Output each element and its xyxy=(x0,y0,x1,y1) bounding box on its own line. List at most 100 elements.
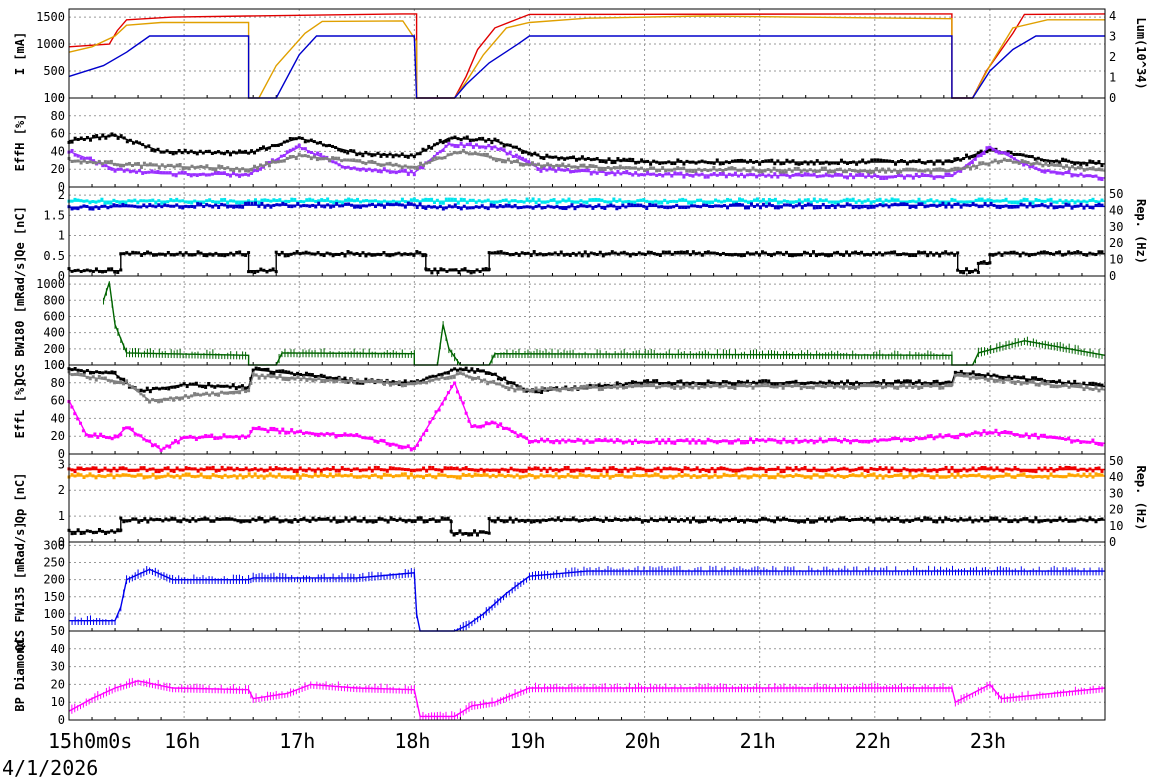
data-point xyxy=(537,162,541,166)
data-point xyxy=(602,466,606,470)
data-point xyxy=(391,155,395,159)
data-point xyxy=(944,250,948,254)
data-point xyxy=(231,435,235,439)
data-point xyxy=(182,517,186,521)
data-point xyxy=(437,519,441,523)
data-point xyxy=(732,200,736,204)
data-point xyxy=(254,373,258,377)
data-point xyxy=(424,197,428,201)
data-point xyxy=(567,438,571,442)
data-point xyxy=(992,468,996,472)
data-point xyxy=(433,267,437,271)
data-point xyxy=(640,440,644,444)
data-point xyxy=(830,519,834,523)
data-point xyxy=(745,384,749,388)
data-point xyxy=(400,203,404,207)
data-point xyxy=(1030,155,1034,159)
data-point xyxy=(104,532,108,536)
data-point xyxy=(270,159,274,163)
data-point xyxy=(241,201,245,205)
data-point xyxy=(701,467,705,471)
data-point xyxy=(501,384,505,388)
data-point xyxy=(700,441,704,445)
data-point xyxy=(249,430,253,434)
data-point xyxy=(899,384,903,388)
data-point xyxy=(1100,178,1104,182)
data-point xyxy=(806,440,810,444)
data-point xyxy=(914,168,918,172)
data-point xyxy=(297,152,301,156)
data-point xyxy=(1070,382,1074,386)
data-point xyxy=(528,205,532,209)
data-point xyxy=(419,438,423,442)
data-point xyxy=(594,165,598,169)
data-point xyxy=(776,201,780,205)
data-point xyxy=(866,474,870,478)
data-point xyxy=(135,170,139,174)
data-point xyxy=(1076,250,1080,254)
data-point xyxy=(440,473,444,477)
data-point xyxy=(305,198,309,202)
data-point xyxy=(516,434,520,438)
data-point xyxy=(944,380,948,384)
data-point xyxy=(833,437,837,441)
data-point xyxy=(1070,199,1074,203)
data-point xyxy=(517,147,521,151)
data-point xyxy=(455,476,459,480)
data-point xyxy=(953,171,957,175)
data-point xyxy=(558,389,562,393)
data-point xyxy=(207,434,211,438)
data-point xyxy=(647,474,651,478)
data-point xyxy=(125,168,129,172)
data-point xyxy=(368,378,372,382)
data-point xyxy=(382,382,386,386)
data-point xyxy=(719,466,723,470)
data-point xyxy=(561,438,565,442)
data-point xyxy=(256,468,260,472)
data-point xyxy=(597,167,601,171)
data-point xyxy=(970,161,974,165)
data-point xyxy=(709,251,713,255)
data-point xyxy=(474,200,478,204)
data-point xyxy=(743,441,747,445)
data-point xyxy=(214,474,218,478)
data-point xyxy=(591,440,595,444)
data-point xyxy=(787,167,791,171)
data-point xyxy=(830,161,834,165)
data-point xyxy=(733,517,737,521)
data-point xyxy=(833,172,837,176)
data-point xyxy=(572,170,576,174)
data-point xyxy=(923,161,927,165)
data-point xyxy=(667,381,671,385)
data-point xyxy=(897,379,901,383)
data-point xyxy=(724,380,728,384)
data-point xyxy=(275,199,279,203)
data-point xyxy=(728,474,732,478)
data-point xyxy=(685,250,689,254)
data-point xyxy=(211,465,215,469)
data-point xyxy=(836,200,840,204)
data-point xyxy=(76,154,80,158)
data-point xyxy=(938,159,942,163)
data-point xyxy=(615,386,619,390)
data-point xyxy=(566,168,570,172)
data-point xyxy=(241,205,245,209)
data-point xyxy=(563,475,567,479)
data-point xyxy=(839,199,843,203)
data-point xyxy=(908,254,912,258)
series-line xyxy=(68,15,1105,99)
data-point xyxy=(326,197,330,201)
data-point xyxy=(1079,384,1083,388)
data-point xyxy=(247,434,251,438)
data-point xyxy=(853,387,857,391)
data-point xyxy=(1085,469,1089,473)
data-point xyxy=(863,253,867,257)
data-point xyxy=(254,427,258,431)
data-point xyxy=(832,385,836,389)
data-point xyxy=(502,144,506,148)
data-point xyxy=(814,170,818,174)
data-point xyxy=(602,474,606,478)
data-point xyxy=(1009,150,1013,154)
data-point xyxy=(279,159,283,163)
data-point xyxy=(611,474,615,478)
